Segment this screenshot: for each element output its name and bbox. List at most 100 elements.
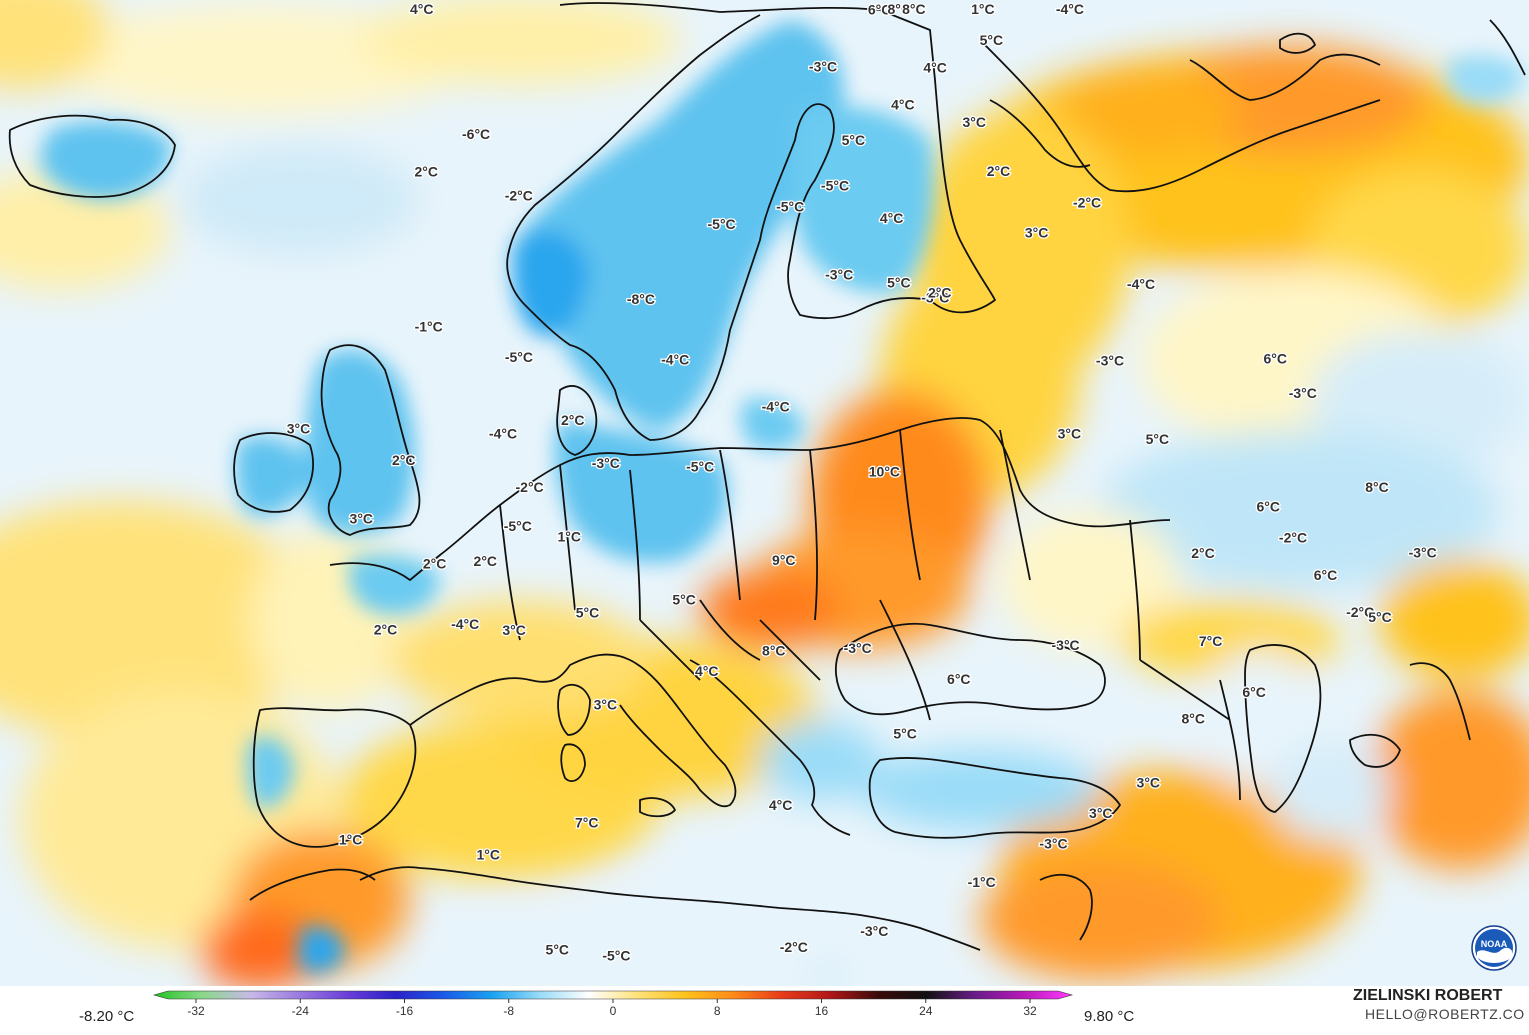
temperature-label: -2°C: [780, 939, 808, 955]
temperature-label: 3°C: [1058, 426, 1082, 442]
temperature-label: -2°C: [1346, 604, 1374, 620]
temperature-label: -3°C: [921, 289, 949, 305]
temperature-label: 2°C: [987, 163, 1011, 179]
temperature-label: -3°C: [1052, 637, 1080, 653]
temperature-label: -4°C: [489, 425, 517, 441]
temperature-label: 2°C: [392, 452, 416, 468]
temperature-label: 3°C: [594, 697, 618, 713]
temperature-label: -5°C: [505, 349, 533, 365]
colorbar-tick-label: -32: [187, 1004, 205, 1018]
temperature-label: 3°C: [962, 114, 986, 130]
temperature-label: 1°C: [476, 846, 500, 862]
temperature-label: -4°C: [1056, 1, 1084, 17]
temperature-label: 6°C: [947, 671, 971, 687]
temperature-label: 4°C: [695, 663, 719, 679]
temperature-label: -3°C: [860, 923, 888, 939]
temperature-label: -3°C: [809, 58, 837, 74]
colorbar-tick-label: 16: [815, 1004, 829, 1018]
temperature-label: -4°C: [762, 399, 790, 415]
temperature-label: 5°C: [1368, 609, 1392, 625]
temperature-label: -2°C: [1279, 530, 1307, 546]
credit-name: ZIELINSKI ROBERT: [1353, 987, 1503, 1004]
temperature-label: -5°C: [776, 198, 804, 214]
temperature-label: 8°C: [887, 1, 911, 17]
temperature-label: -1°C: [415, 318, 443, 334]
temperature-label: 8°C: [1365, 479, 1389, 495]
temperature-label: -3°C: [592, 455, 620, 471]
temperature-label: 8°C: [762, 643, 786, 659]
temperature-label: 4°C: [923, 59, 947, 75]
colorbar-tick-label: 32: [1023, 1004, 1037, 1018]
temperature-label: 2°C: [374, 621, 398, 637]
temperature-anomaly-map: 4°C -6°C 2°C -2°C -8°C -5°C -5°C -5°C -3°C -3°C -3…: [0, 0, 1529, 986]
temperature-label: 6°C: [868, 2, 892, 18]
temperature-label: 6°C: [1242, 684, 1266, 700]
temperature-label: -5°C: [504, 518, 532, 534]
temperature-label: 5°C: [887, 274, 911, 290]
legend-footer: -8.20 °C -32 -24 -16 -8 0 8 16 24 32 9.80 °C ZIE…: [0, 986, 1529, 1035]
temperature-label: -3°C: [1096, 352, 1124, 368]
temperature-label: 5°C: [576, 605, 600, 621]
temperature-label: -2°C: [1073, 195, 1101, 211]
temperature-label: 10°C: [869, 464, 900, 480]
temperature-label: -4°C: [451, 616, 479, 632]
temperature-label: 5°C: [672, 592, 696, 608]
map-labels: 4°C -6°C 2°C -2°C -8°C -5°C -5°C -5°C -3°C -3°C -3…: [285, 0, 1438, 965]
temperature-label: 5°C: [1146, 431, 1170, 447]
temperature-label: 2°C: [928, 285, 952, 301]
temperature-label: 1°C: [971, 1, 995, 17]
temperature-label: 2°C: [1191, 545, 1215, 561]
temperature-label: 3°C: [287, 421, 311, 437]
temperature-label: -5°C: [821, 178, 849, 194]
temperature-label: 9°C: [772, 552, 796, 568]
temperature-label: -1°C: [968, 874, 996, 890]
temperature-label: 3°C: [1137, 775, 1161, 791]
colorbar: -8.20 °C -32 -24 -16 -8 0 8 16 24 32 9.80 °C: [79, 990, 1134, 1025]
colorbar-min-label: -8.20 °C: [79, 1008, 134, 1025]
temperature-label: 4°C: [880, 210, 904, 226]
colorbar-tick-label: 8: [714, 1004, 721, 1018]
temperature-label: 4°C: [769, 797, 793, 813]
temperature-label: -8°C: [627, 291, 655, 307]
temperature-label: 6°C: [1314, 567, 1338, 583]
temperature-label: 4°C: [891, 97, 915, 113]
temperature-label: 3°C: [1089, 805, 1113, 821]
temperature-label: 1°C: [339, 832, 363, 848]
temperature-label: 1°C: [557, 529, 581, 545]
temperature-label: 2°C: [474, 553, 498, 569]
temperature-label: -4°C: [661, 352, 689, 368]
temperature-label: 2°C: [561, 412, 585, 428]
temperature-label: 2°C: [423, 555, 447, 571]
temperature-label: 8°C: [902, 1, 926, 17]
temperature-label: -3°C: [825, 266, 853, 282]
temperature-label: -3°C: [1289, 385, 1317, 401]
temperature-label: 7°C: [1199, 633, 1223, 649]
temperature-label: 5°C: [980, 32, 1004, 48]
temperature-label: -3°C: [1039, 835, 1067, 851]
colorbar-tick-label: -24: [292, 1004, 310, 1018]
temperature-label: -2°C: [516, 479, 544, 495]
temperature-label: -5°C: [686, 458, 714, 474]
noaa-logo-icon: NOAA: [1471, 925, 1517, 971]
colorbar-tick-label: 0: [610, 1004, 617, 1018]
temperature-label: 6°C: [1256, 498, 1280, 514]
temperature-label: 7°C: [575, 815, 599, 831]
temperature-label: -6°C: [462, 126, 490, 142]
temperature-label: 6°C: [1263, 351, 1287, 367]
temperature-label: 5°C: [842, 132, 866, 148]
temperature-label: -5°C: [602, 947, 630, 963]
temperature-label: 4°C: [410, 1, 434, 17]
noaa-logo-text: NOAA: [1481, 939, 1508, 949]
temperature-label: -3°C: [1409, 545, 1437, 561]
coastlines-and-borders: [8, 2, 1526, 951]
temperature-label: 2°C: [414, 163, 438, 179]
temperature-label: -2°C: [505, 188, 533, 204]
colorbar-tick-label: -16: [396, 1004, 414, 1018]
colorbar-gradient: [152, 990, 1074, 1000]
temperature-label: 5°C: [893, 725, 917, 741]
temperature-label: -5°C: [708, 216, 736, 232]
colorbar-max-label: 9.80 °C: [1084, 1008, 1134, 1025]
temperature-label: 5°C: [546, 942, 570, 958]
colorbar-tick-label: 24: [919, 1004, 933, 1018]
